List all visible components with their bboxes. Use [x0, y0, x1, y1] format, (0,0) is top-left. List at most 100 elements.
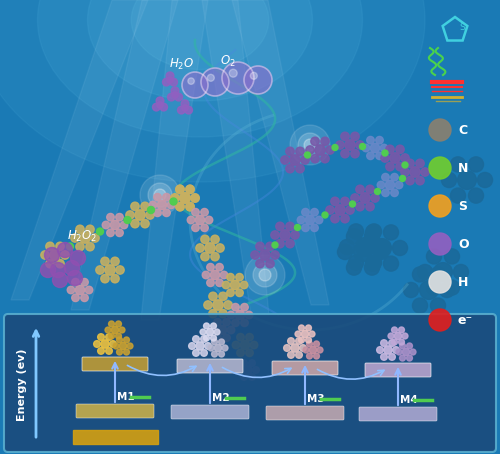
- Circle shape: [244, 66, 272, 94]
- Circle shape: [418, 264, 432, 280]
- Circle shape: [300, 345, 306, 351]
- Circle shape: [157, 102, 163, 108]
- Circle shape: [226, 289, 234, 296]
- Circle shape: [170, 78, 177, 86]
- Text: M3: M3: [307, 394, 324, 404]
- Circle shape: [192, 208, 200, 216]
- Circle shape: [209, 326, 217, 334]
- Circle shape: [240, 374, 248, 380]
- Circle shape: [376, 152, 384, 159]
- Circle shape: [182, 72, 208, 98]
- Circle shape: [384, 346, 392, 354]
- Circle shape: [351, 132, 359, 141]
- Circle shape: [311, 137, 319, 146]
- Circle shape: [295, 331, 301, 337]
- Circle shape: [46, 259, 54, 268]
- Circle shape: [398, 339, 404, 345]
- Circle shape: [204, 335, 210, 341]
- Circle shape: [406, 355, 412, 361]
- Circle shape: [209, 292, 217, 301]
- Circle shape: [240, 360, 248, 366]
- Circle shape: [61, 251, 69, 259]
- Circle shape: [149, 201, 157, 209]
- Circle shape: [366, 136, 374, 144]
- Circle shape: [182, 105, 188, 111]
- Circle shape: [301, 156, 309, 164]
- Circle shape: [341, 132, 349, 141]
- Circle shape: [210, 270, 220, 280]
- Circle shape: [162, 209, 170, 217]
- Text: C: C: [458, 123, 467, 137]
- Circle shape: [148, 183, 172, 207]
- Circle shape: [220, 271, 228, 279]
- Circle shape: [58, 242, 72, 257]
- Circle shape: [191, 194, 199, 202]
- Circle shape: [382, 173, 390, 181]
- Circle shape: [450, 188, 466, 203]
- Circle shape: [192, 336, 200, 342]
- Circle shape: [204, 323, 210, 329]
- Circle shape: [119, 327, 125, 333]
- Circle shape: [376, 136, 384, 144]
- Circle shape: [102, 221, 110, 229]
- Circle shape: [85, 286, 93, 294]
- Circle shape: [86, 242, 94, 251]
- Circle shape: [167, 77, 173, 83]
- Circle shape: [224, 301, 232, 309]
- Circle shape: [364, 229, 380, 244]
- Circle shape: [430, 298, 446, 313]
- Circle shape: [116, 229, 124, 237]
- Circle shape: [341, 214, 349, 223]
- Circle shape: [226, 273, 234, 281]
- Circle shape: [370, 143, 380, 153]
- Circle shape: [271, 251, 279, 259]
- Circle shape: [326, 206, 334, 214]
- Circle shape: [341, 197, 349, 206]
- Circle shape: [371, 194, 379, 202]
- Circle shape: [400, 176, 406, 182]
- Text: $H_2O$: $H_2O$: [170, 57, 194, 72]
- Circle shape: [52, 272, 68, 287]
- Circle shape: [218, 326, 226, 335]
- Circle shape: [412, 267, 428, 282]
- Circle shape: [364, 260, 380, 275]
- Circle shape: [126, 211, 134, 219]
- Circle shape: [354, 242, 372, 262]
- Circle shape: [196, 244, 204, 252]
- Circle shape: [288, 351, 294, 358]
- Circle shape: [124, 337, 130, 343]
- Circle shape: [260, 250, 270, 260]
- Circle shape: [392, 347, 400, 353]
- Circle shape: [402, 162, 408, 168]
- Circle shape: [192, 350, 200, 356]
- Circle shape: [280, 230, 290, 240]
- Circle shape: [96, 228, 103, 235]
- Circle shape: [46, 242, 54, 251]
- Circle shape: [291, 344, 299, 352]
- Ellipse shape: [0, 0, 425, 182]
- Circle shape: [236, 289, 244, 296]
- Circle shape: [253, 263, 277, 287]
- Circle shape: [252, 367, 260, 373]
- Circle shape: [76, 242, 84, 251]
- Circle shape: [298, 337, 304, 343]
- Circle shape: [380, 354, 388, 360]
- Circle shape: [131, 202, 139, 211]
- Circle shape: [302, 208, 310, 216]
- Circle shape: [141, 202, 149, 211]
- Circle shape: [388, 340, 396, 346]
- Circle shape: [376, 239, 390, 255]
- Circle shape: [111, 257, 119, 266]
- Circle shape: [201, 252, 209, 261]
- Text: S: S: [459, 24, 465, 33]
- Circle shape: [40, 262, 56, 277]
- FancyBboxPatch shape: [76, 404, 154, 418]
- FancyBboxPatch shape: [266, 406, 344, 420]
- Circle shape: [236, 367, 244, 373]
- Circle shape: [382, 150, 388, 156]
- Circle shape: [214, 318, 222, 326]
- Circle shape: [429, 309, 451, 331]
- Circle shape: [374, 244, 388, 260]
- Circle shape: [110, 220, 120, 230]
- Circle shape: [276, 239, 284, 248]
